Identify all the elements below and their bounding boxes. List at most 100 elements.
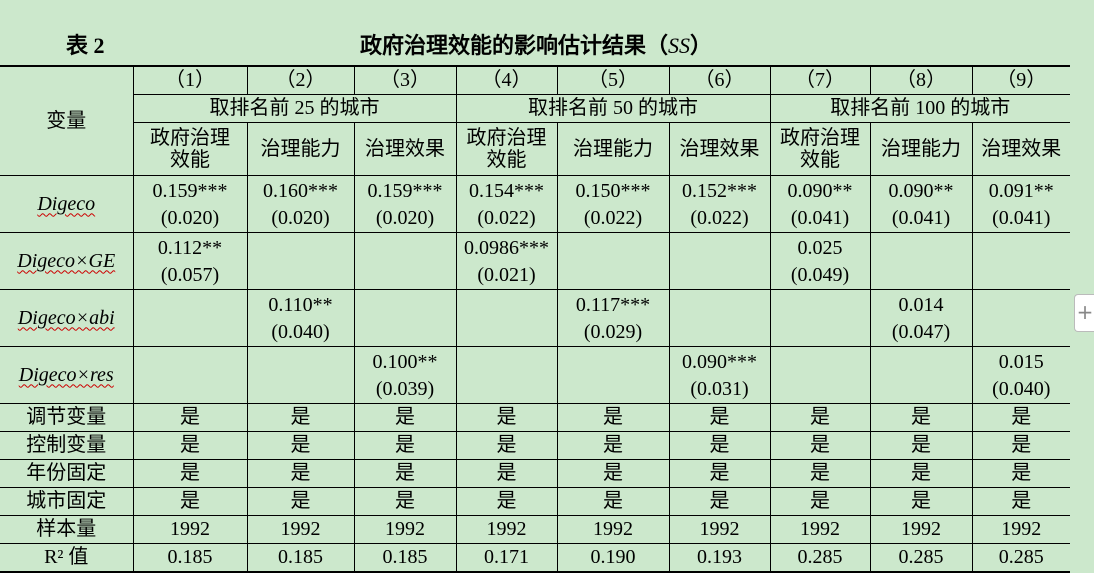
cell: 是: [869, 487, 973, 516]
std-error: (0.057): [160, 264, 220, 286]
row-label: R² 值: [0, 543, 134, 573]
row-label: Digeco×abi: [0, 289, 134, 347]
table-row: 年份固定是是是是是是是是是: [0, 459, 1070, 488]
coef-cell: [668, 289, 771, 347]
coefficient: 0.117***: [575, 294, 651, 316]
table-row: Digeco 0.159*** (0.020) 0.160*** (0.020) 0.15…: [0, 175, 1070, 233]
variable-name: Digeco×abi: [17, 306, 115, 329]
coefficient: 0.090**: [787, 180, 853, 202]
cell: 是: [353, 487, 457, 516]
subheader-cell: 治理能力: [869, 122, 973, 176]
cell: 是: [132, 403, 248, 432]
column-number: （6）: [668, 65, 771, 95]
subheader: 治理效果: [365, 138, 445, 160]
cell: 是: [132, 459, 248, 488]
coef-cell: [353, 232, 457, 290]
cell: 0.285: [971, 543, 1070, 573]
coef-cell: [869, 232, 973, 290]
cell: 是: [455, 431, 558, 460]
coefficient: 0.160***: [263, 180, 338, 202]
results-table: 变量 （1） （2） （3） （4） （5） （6） （7） （8） （9） 取排名前 25 的城市…: [0, 65, 1070, 573]
subheader-cell: 治理效果: [668, 122, 771, 176]
subheader-cell: 治理能力: [246, 122, 355, 176]
cell: 1992: [353, 515, 457, 544]
coef-cell: [556, 232, 670, 290]
coef-cell: [455, 289, 558, 347]
subheader: 治理能力: [260, 138, 341, 160]
coef-cell: 0.154*** (0.022): [455, 175, 558, 233]
cell: 是: [353, 403, 457, 432]
row-label: Digeco×GE: [0, 232, 134, 290]
variable-name: Digeco×res: [18, 363, 114, 386]
coef-cell: [869, 346, 973, 404]
coef-cell: 0.159*** (0.020): [132, 175, 248, 233]
column-number: （1）: [132, 65, 248, 95]
cell: 0.185: [246, 543, 355, 573]
coef-cell: [769, 289, 871, 347]
row-label: Digeco: [0, 175, 134, 233]
coef-cell: 0.152*** (0.022): [668, 175, 771, 233]
coef-cell: 0.025 (0.049): [769, 232, 871, 290]
table-title: 政府治理效能的影响估计结果（SS）: [360, 28, 712, 60]
subheader-cell: 治理能力: [556, 122, 670, 176]
coefficient: 0.090***: [682, 351, 757, 373]
row-label: 年份固定: [0, 459, 134, 488]
variable-name: Digeco×GE: [17, 249, 116, 272]
std-error: (0.022): [690, 207, 749, 229]
coef-cell: 0.160*** (0.020): [246, 175, 355, 233]
cell: 1992: [556, 515, 670, 544]
std-error: (0.049): [790, 264, 850, 286]
coef-cell: 0.100** (0.039): [353, 346, 457, 404]
cell: 是: [971, 487, 1070, 516]
cell: 是: [246, 459, 355, 488]
row-label: 样本量: [0, 515, 134, 544]
cell: 0.171: [455, 543, 558, 573]
row-label: 控制变量: [0, 431, 134, 460]
coef-cell: [353, 289, 457, 347]
column-number: （2）: [246, 65, 355, 95]
cell: 1992: [132, 515, 248, 544]
cell: 是: [668, 403, 771, 432]
cell: 是: [132, 487, 248, 516]
cell: 0.285: [769, 543, 871, 573]
coef-cell: [971, 289, 1070, 347]
subheader-cell: 政府治理效能: [133, 122, 248, 176]
column-number: （3）: [353, 65, 457, 95]
subheader-cell: 治理效果: [353, 122, 457, 176]
column-number: （7）: [769, 65, 871, 95]
coefficient: 0.091**: [988, 180, 1054, 202]
cell: 是: [556, 487, 670, 516]
table-row: 调节变量是是是是是是是是是: [0, 403, 1070, 432]
cell: 是: [869, 431, 973, 460]
add-button[interactable]: +: [1074, 294, 1094, 332]
subheader-cell: 政府治理效能: [769, 122, 871, 176]
coef-cell: 0.110** (0.040): [246, 289, 355, 347]
table-row: 取排名前 25 的城市 取排名前 50 的城市 取排名前 100 的城市: [0, 94, 1070, 123]
coef-cell: 0.159*** (0.020): [353, 175, 457, 233]
cell: 1992: [246, 515, 355, 544]
row-label: 调节变量: [0, 403, 134, 432]
column-number: （5）: [556, 65, 670, 95]
table-row: 样本量 1992 1992 1992 1992 1992 1992 1992 1992 1992: [0, 515, 1070, 544]
subheader: 治理能力: [573, 138, 653, 160]
subheader-cell: 政府治理效能: [455, 122, 558, 176]
std-error: (0.040): [271, 321, 330, 343]
std-error: (0.041): [891, 207, 951, 229]
table-row: R² 值 0.185 0.185 0.185 0.171 0.190 0.193 0.285 0…: [0, 543, 1070, 573]
coef-cell: 0.090** (0.041): [769, 175, 871, 233]
coefficient: 0.150***: [575, 180, 651, 202]
cell: 是: [132, 431, 248, 460]
subheader: 政府治理效能: [150, 127, 230, 171]
std-error: (0.041): [790, 207, 850, 229]
cell: 是: [353, 431, 457, 460]
cell: 是: [455, 403, 558, 432]
cell: 是: [353, 459, 457, 488]
cell: 是: [971, 403, 1070, 432]
cell: 是: [556, 431, 670, 460]
coef-cell: 0.015 (0.040): [971, 346, 1070, 404]
coef-cell: [246, 232, 355, 290]
group-header: 取排名前 100 的城市: [769, 94, 1070, 123]
std-error: (0.029): [583, 321, 643, 343]
coefficient: 0.090**: [888, 180, 954, 202]
